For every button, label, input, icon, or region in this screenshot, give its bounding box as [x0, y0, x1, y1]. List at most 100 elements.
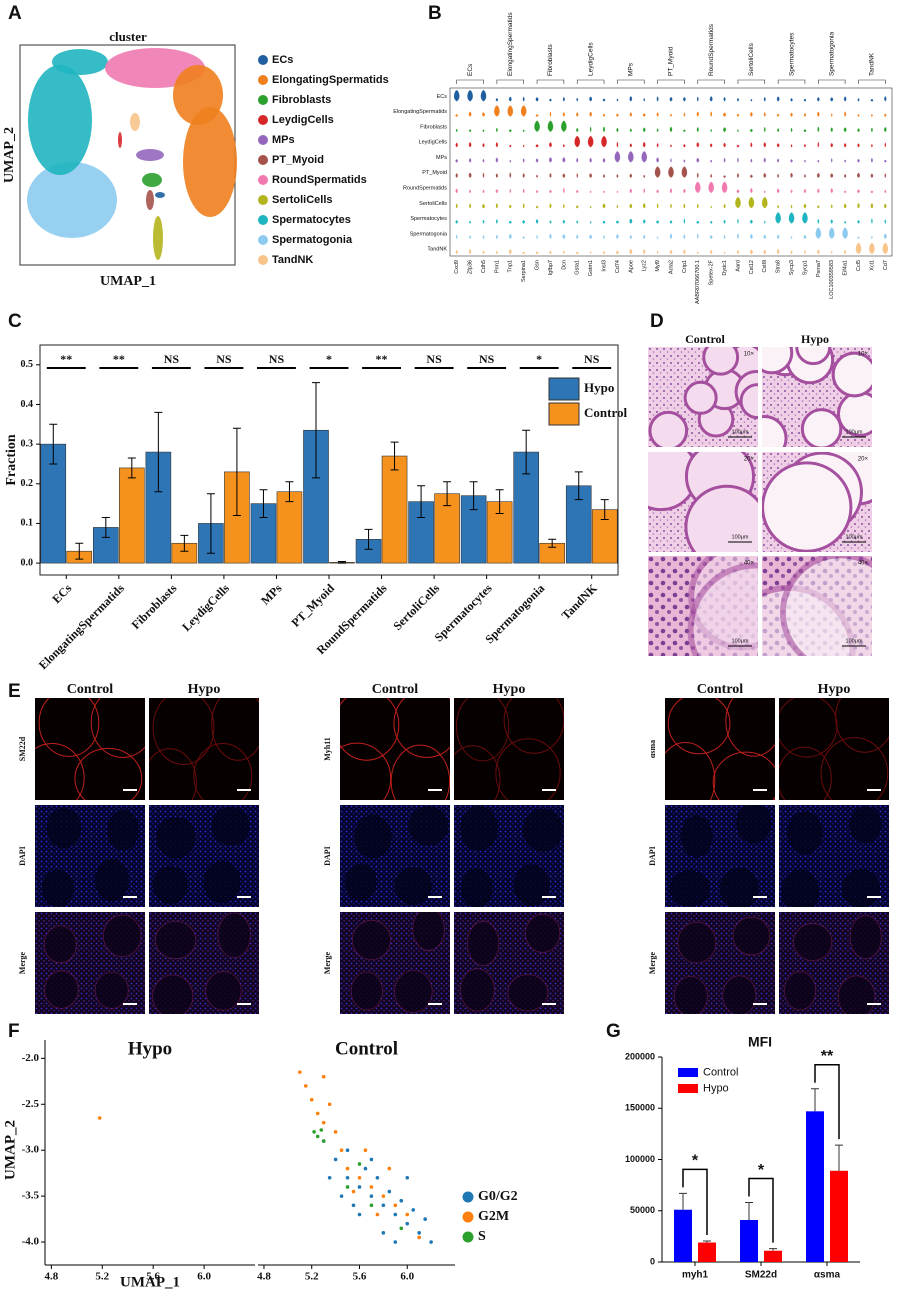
group-header: Fibroblasts	[547, 43, 554, 76]
violin	[683, 218, 686, 224]
violin	[777, 158, 780, 163]
violin	[576, 157, 579, 163]
violin	[831, 250, 833, 255]
tubule-lumen	[849, 806, 882, 844]
violin	[629, 128, 632, 132]
violin	[616, 250, 619, 255]
violin	[589, 111, 592, 117]
y-tick-label: 0.4	[21, 399, 34, 410]
scatter-point	[369, 1203, 374, 1208]
tubule-outline	[820, 737, 889, 800]
violin	[495, 250, 498, 255]
violin	[495, 203, 498, 209]
scatter-point	[393, 1240, 398, 1244]
legend-marker	[462, 1231, 474, 1243]
violin	[656, 112, 659, 117]
row-label: Merge	[323, 951, 332, 974]
histology-image: 10× 100μm	[648, 347, 758, 447]
row-label: SM22d	[18, 736, 27, 761]
violin	[710, 143, 713, 148]
gene-label: LOC100359583	[829, 260, 835, 299]
tubule-outline	[74, 747, 143, 800]
violin	[522, 158, 525, 163]
fluorescence-image	[340, 805, 450, 907]
scatter-point	[333, 1130, 338, 1134]
y-tick-label: 0	[650, 1256, 655, 1266]
panel-label: E	[8, 681, 21, 702]
legend-label: RoundSpermatids	[272, 174, 367, 186]
violin	[562, 144, 565, 148]
tubule-lumen	[43, 925, 77, 964]
violin	[763, 127, 766, 133]
violin	[696, 172, 699, 178]
violin	[616, 204, 619, 209]
violin	[844, 174, 847, 178]
gene-label: Tnp1	[508, 260, 514, 273]
violin	[509, 204, 512, 209]
significance-label: NS	[269, 352, 285, 366]
scatter-point	[309, 1097, 314, 1102]
legend-label: G2M	[478, 1209, 509, 1224]
violin	[723, 142, 726, 148]
gene-label: Stra8	[776, 260, 782, 273]
violin	[522, 129, 525, 132]
violin	[468, 158, 472, 163]
violin	[469, 129, 472, 132]
row-label: DAPI	[18, 846, 27, 866]
tubule	[800, 408, 843, 447]
violin	[815, 227, 822, 239]
violin	[737, 173, 739, 178]
violin	[777, 113, 780, 117]
tubule-lumen	[841, 868, 881, 907]
violin	[535, 144, 539, 148]
gene-label: Myl9	[655, 260, 661, 272]
violin	[869, 242, 875, 255]
violin	[683, 159, 686, 163]
violin	[831, 113, 833, 117]
y-tick-label: 150000	[625, 1103, 655, 1113]
gene-label: Gsta1	[575, 260, 581, 275]
tubule-lumen	[394, 970, 433, 1013]
violin	[683, 234, 686, 239]
violin	[844, 221, 847, 224]
scatter-point	[312, 1130, 316, 1134]
violin	[855, 242, 862, 255]
violin	[668, 166, 674, 178]
violin	[563, 250, 565, 255]
violin	[455, 173, 458, 178]
violin	[723, 157, 726, 163]
gene-label: Dcn	[561, 260, 567, 270]
violin	[534, 120, 540, 132]
group-bracket	[536, 79, 565, 84]
magnification: 10×	[744, 352, 755, 358]
y-tick-label: -2.5	[22, 1098, 40, 1110]
row-label: DAPI	[323, 846, 332, 866]
tubule-lumen	[722, 975, 757, 1014]
bar	[764, 1250, 782, 1262]
error-bar	[522, 429, 531, 475]
tubule-lumen	[394, 866, 433, 905]
row-label: Myh11	[323, 737, 332, 761]
violin	[455, 249, 458, 255]
scale-bar-label: 100μm	[846, 638, 863, 644]
tubule-lumen	[673, 976, 708, 1014]
violin	[884, 127, 887, 132]
scatter-point	[417, 1231, 421, 1235]
bar	[740, 1219, 758, 1262]
violin	[614, 151, 621, 163]
gene-label: Serpina1	[521, 260, 527, 282]
violin	[495, 157, 499, 163]
violin	[831, 158, 833, 163]
fluorescence-image	[149, 912, 259, 1014]
row-label: Merge	[648, 951, 657, 974]
violin	[643, 249, 646, 255]
violin	[602, 251, 606, 255]
fluorescence-image	[35, 698, 145, 800]
row-label: Fibroblasts	[420, 124, 447, 130]
violin	[549, 111, 552, 117]
group-header: RoundSpermatids	[708, 23, 715, 76]
row-label: αsma	[648, 740, 657, 758]
column-header: Control	[685, 332, 725, 346]
significance-bracket	[748, 1177, 774, 1243]
gene-label: Cst12	[749, 260, 755, 274]
